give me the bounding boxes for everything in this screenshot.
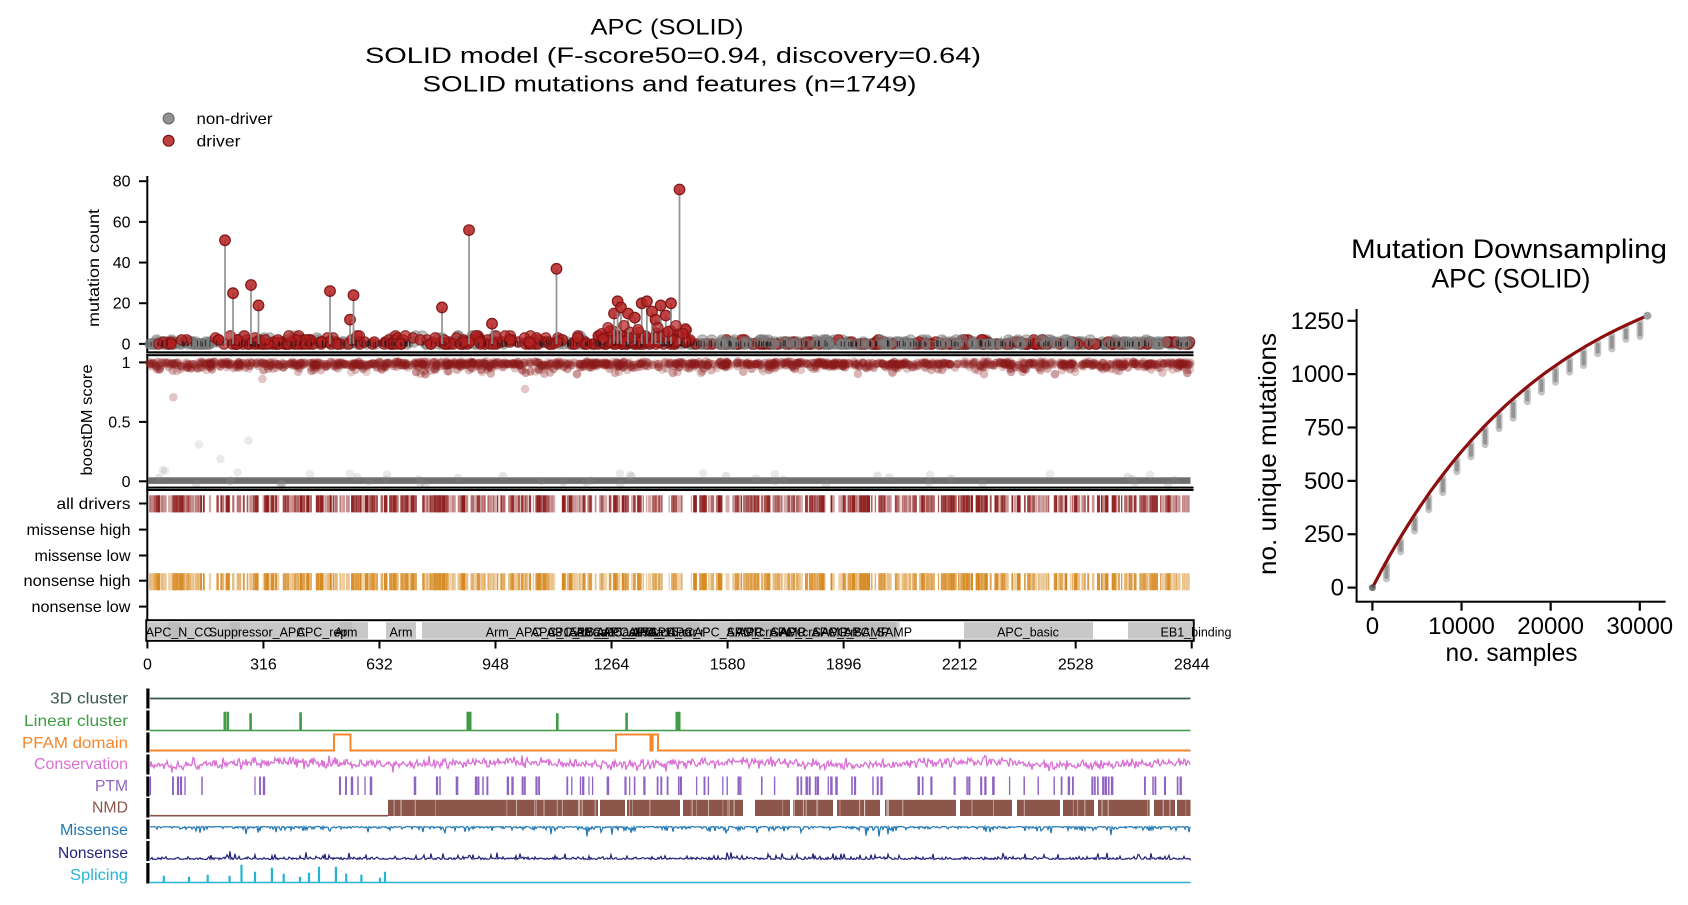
svg-text:632: 632 (366, 657, 393, 674)
svg-text:all drivers: all drivers (57, 496, 131, 513)
svg-text:missense high: missense high (27, 522, 131, 539)
svg-text:1580: 1580 (710, 657, 746, 674)
svg-text:no. unique mutations: no. unique mutations (1254, 333, 1282, 575)
svg-text:NMD: NMD (92, 800, 128, 817)
svg-text:40: 40 (113, 255, 131, 272)
svg-text:EB1_binding: EB1_binding (1161, 626, 1232, 640)
svg-text:60: 60 (113, 214, 131, 231)
svg-text:10000: 10000 (1428, 613, 1495, 640)
svg-text:mutation count: mutation count (86, 208, 103, 327)
svg-text:30000: 30000 (1606, 613, 1673, 640)
svg-text:0: 0 (1366, 613, 1379, 640)
svg-text:2844: 2844 (1174, 657, 1210, 674)
svg-text:2212: 2212 (942, 657, 978, 674)
svg-text:driver: driver (197, 134, 242, 151)
svg-text:Linear cluster: Linear cluster (24, 713, 129, 730)
svg-text:0: 0 (122, 474, 131, 491)
svg-text:Conservation: Conservation (34, 756, 128, 773)
svg-text:1896: 1896 (826, 657, 862, 674)
svg-text:500: 500 (1304, 468, 1344, 495)
svg-text:Missense: Missense (60, 822, 128, 839)
svg-text:1: 1 (122, 355, 131, 372)
svg-text:Nonsense: Nonsense (58, 845, 128, 862)
svg-text:PFAM domain: PFAM domain (22, 735, 128, 752)
svg-text:Splicing: Splicing (70, 867, 128, 884)
svg-text:2528: 2528 (1058, 657, 1094, 674)
svg-text:APC_N_CC: APC_N_CC (146, 626, 213, 640)
svg-text:20: 20 (113, 296, 131, 313)
svg-text:948: 948 (482, 657, 509, 674)
svg-text:non-driver: non-driver (197, 111, 274, 128)
svg-text:250: 250 (1304, 521, 1344, 548)
svg-text:nonsense high: nonsense high (24, 573, 131, 590)
svg-text:1000: 1000 (1291, 361, 1344, 388)
svg-text:SOLID model (F-score50=0.94, d: SOLID model (F-score50=0.94, discovery=0… (365, 43, 981, 68)
svg-text:0: 0 (122, 336, 131, 353)
svg-text:missense low: missense low (35, 548, 131, 565)
svg-text:Arm: Arm (335, 626, 358, 640)
svg-text:316: 316 (250, 657, 277, 674)
svg-text:APC_basic: APC_basic (997, 626, 1059, 640)
svg-text:1250: 1250 (1291, 308, 1344, 335)
svg-text:SOLID mutations and features (: SOLID mutations and features (n=1749) (423, 72, 917, 97)
svg-text:Suppressor_APC: Suppressor_APC (209, 626, 306, 640)
svg-text:Arm: Arm (390, 626, 413, 640)
svg-text:0.5: 0.5 (108, 414, 130, 431)
svg-text:nonsense low: nonsense low (32, 599, 131, 616)
svg-text:750: 750 (1304, 414, 1344, 441)
svg-text:80: 80 (113, 174, 131, 191)
svg-text:3D cluster: 3D cluster (50, 691, 129, 708)
svg-text:APC (SOLID): APC (SOLID) (591, 15, 744, 40)
svg-text:0: 0 (1331, 575, 1344, 602)
svg-text:APC (SOLID): APC (SOLID) (1432, 264, 1591, 294)
svg-text:PTM: PTM (95, 778, 128, 795)
svg-text:Mutation Downsampling: Mutation Downsampling (1351, 234, 1667, 264)
svg-text:APC_SAMP: APC_SAMP (844, 626, 912, 640)
svg-text:0: 0 (143, 657, 152, 674)
svg-text:1264: 1264 (594, 657, 630, 674)
svg-text:no. samples: no. samples (1446, 639, 1578, 667)
svg-text:20000: 20000 (1517, 613, 1584, 640)
svg-text:boostDM score: boostDM score (79, 364, 96, 475)
